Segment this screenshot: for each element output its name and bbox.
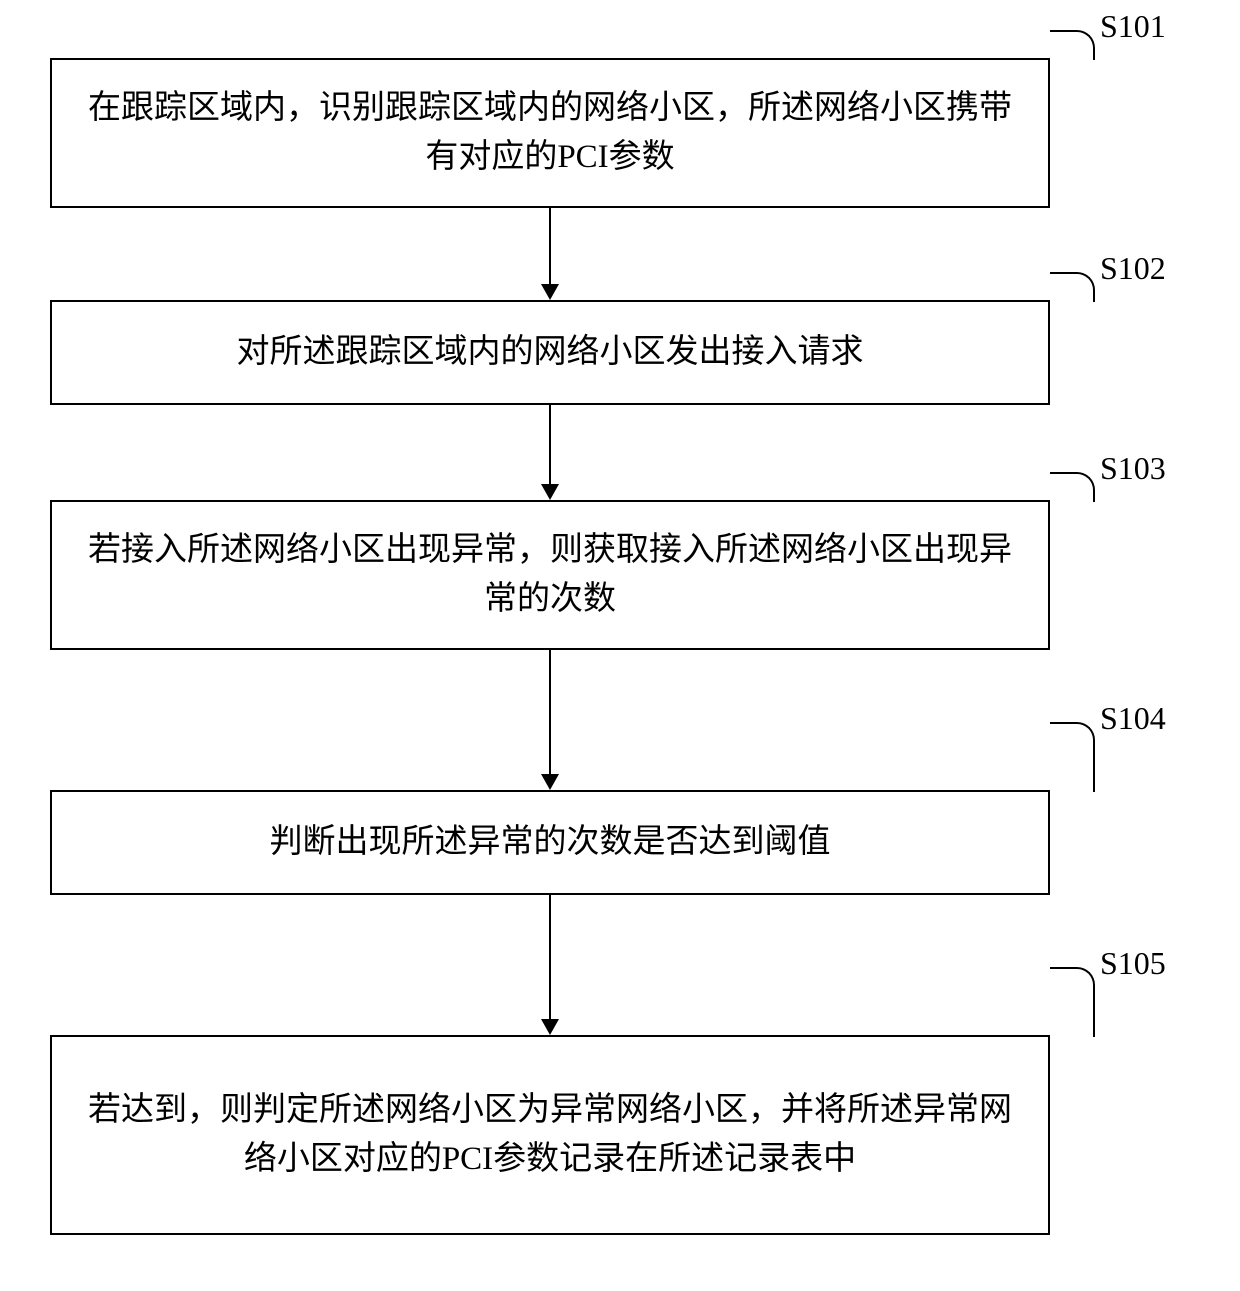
- leader-line: [1050, 272, 1095, 302]
- flowchart-step-s105: 若达到，则判定所述网络小区为异常网络小区，并将所述异常网络小区对应的PCI参数记…: [50, 1035, 1050, 1235]
- step-label-s101: S101: [1100, 8, 1166, 45]
- leader-line: [1050, 472, 1095, 502]
- step-text: 若接入所述网络小区出现异常，则获取接入所述网络小区出现异常的次数: [72, 526, 1028, 625]
- arrow-line: [549, 208, 551, 286]
- step-text: 判断出现所述异常的次数是否达到阈值: [270, 818, 831, 868]
- step-text: 对所述跟踪区域内的网络小区发出接入请求: [237, 328, 864, 378]
- arrow-head-icon: [541, 284, 559, 300]
- leader-line: [1050, 722, 1095, 792]
- arrow-line: [549, 895, 551, 1021]
- flowchart-step-s102: 对所述跟踪区域内的网络小区发出接入请求: [50, 300, 1050, 405]
- step-label-s102: S102: [1100, 250, 1166, 287]
- flowchart-step-s103: 若接入所述网络小区出现异常，则获取接入所述网络小区出现异常的次数: [50, 500, 1050, 650]
- arrow-head-icon: [541, 1019, 559, 1035]
- step-text: 若达到，则判定所述网络小区为异常网络小区，并将所述异常网络小区对应的PCI参数记…: [72, 1086, 1028, 1185]
- flowchart-step-s101: 在跟踪区域内，识别跟踪区域内的网络小区，所述网络小区携带有对应的PCI参数: [50, 58, 1050, 208]
- arrow-head-icon: [541, 774, 559, 790]
- flowchart-step-s104: 判断出现所述异常的次数是否达到阈值: [50, 790, 1050, 895]
- arrow-line: [549, 405, 551, 486]
- step-label-s104: S104: [1100, 700, 1166, 737]
- step-label-s103: S103: [1100, 450, 1166, 487]
- step-label-s105: S105: [1100, 945, 1166, 982]
- leader-line: [1050, 967, 1095, 1037]
- arrow-line: [549, 650, 551, 776]
- step-text: 在跟踪区域内，识别跟踪区域内的网络小区，所述网络小区携带有对应的PCI参数: [72, 84, 1028, 183]
- leader-line: [1050, 30, 1095, 60]
- arrow-head-icon: [541, 484, 559, 500]
